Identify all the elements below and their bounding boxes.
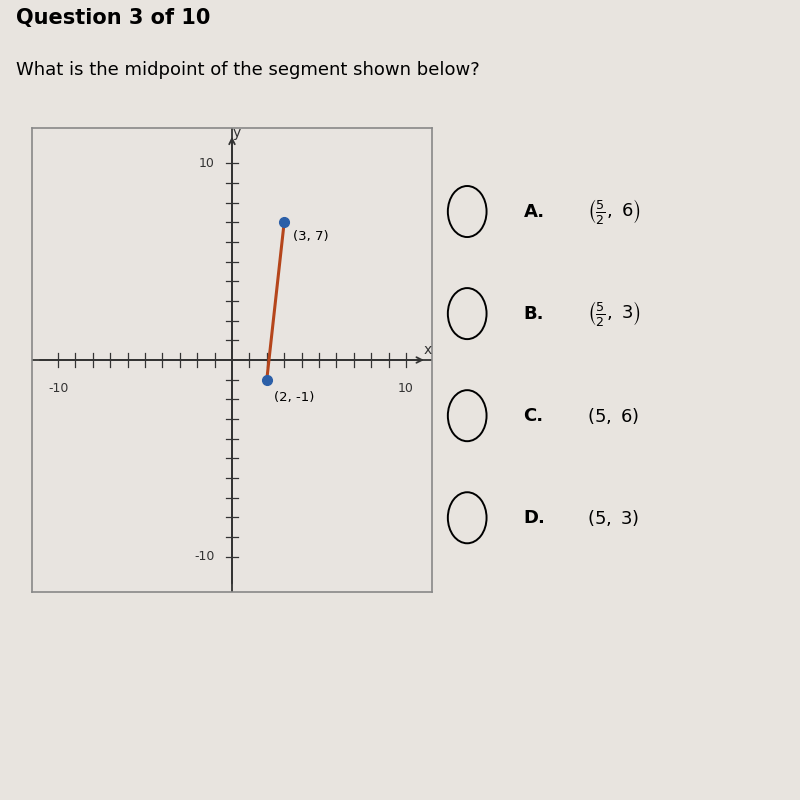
Text: 10: 10 (398, 382, 414, 394)
Text: -10: -10 (48, 382, 68, 394)
Text: A.: A. (523, 202, 545, 221)
Text: x: x (423, 343, 431, 357)
Text: 10: 10 (198, 157, 214, 170)
Text: y: y (232, 126, 241, 140)
Text: -10: -10 (194, 550, 214, 563)
Text: D.: D. (523, 509, 546, 526)
Text: $\left(\frac{5}{2},\ 3\right)$: $\left(\frac{5}{2},\ 3\right)$ (587, 299, 641, 328)
Text: What is the midpoint of the segment shown below?: What is the midpoint of the segment show… (16, 61, 480, 78)
Text: $(5,\ 6)$: $(5,\ 6)$ (587, 406, 639, 426)
Text: B.: B. (523, 305, 544, 322)
Text: $\left(\frac{5}{2},\ 6\right)$: $\left(\frac{5}{2},\ 6\right)$ (587, 197, 641, 226)
Text: (3, 7): (3, 7) (293, 230, 329, 243)
Text: (2, -1): (2, -1) (274, 391, 314, 405)
Text: Question 3 of 10: Question 3 of 10 (16, 8, 210, 28)
Text: $(5,\ 3)$: $(5,\ 3)$ (587, 508, 639, 528)
Text: C.: C. (523, 406, 544, 425)
